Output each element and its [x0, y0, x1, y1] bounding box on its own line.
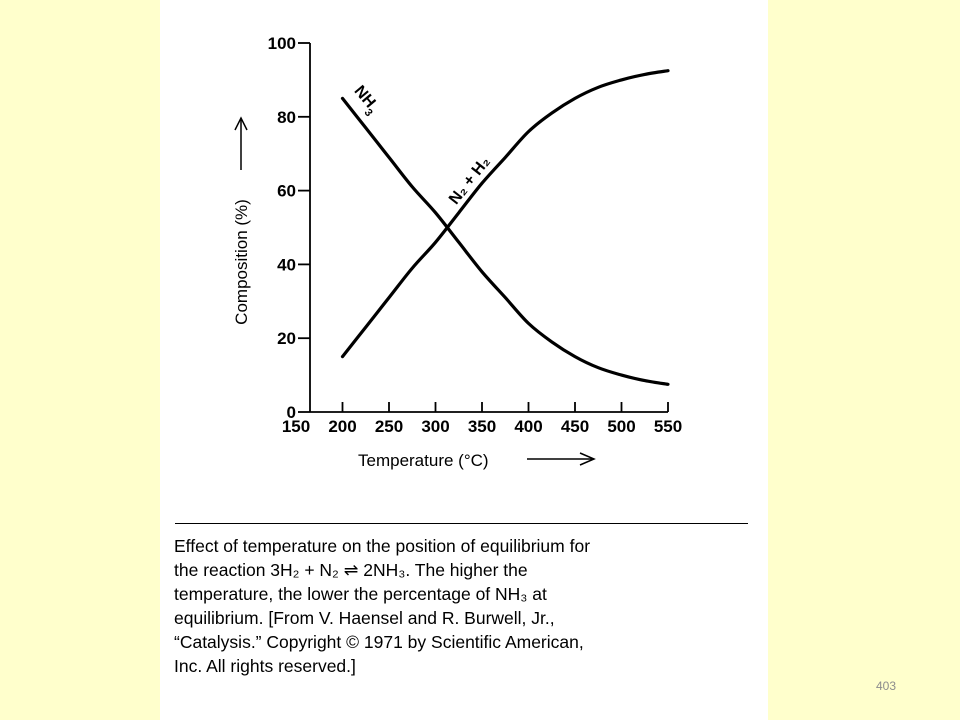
slide-number: 403 — [876, 679, 897, 693]
y-tick-label: 60 — [277, 182, 296, 201]
y-axis-arrow — [234, 116, 248, 170]
y-tick-label: 40 — [277, 255, 296, 274]
curves — [340, 69, 670, 386]
y-axis-label: Composition (%) — [232, 199, 251, 325]
y-tick-label: 100 — [268, 34, 296, 53]
y-tick-label: 0 — [287, 403, 296, 422]
x-tick-label: 300 — [421, 417, 449, 436]
x-tick-label: 150 — [282, 417, 310, 436]
x-tick-label: 250 — [375, 417, 403, 436]
x-tick-label: 400 — [514, 417, 542, 436]
nh3-series-label: NH3 — [347, 83, 383, 120]
x-tick-label: 450 — [561, 417, 589, 436]
caption-line: temperature, the lower the percentage of… — [174, 584, 547, 604]
x-tick-label: 350 — [468, 417, 496, 436]
nh3-curve — [340, 96, 670, 386]
caption-line: the reaction 3H₂ + N₂ ⇌ 2NH₃. The higher… — [174, 560, 528, 580]
x-axis-label: Temperature (°C) — [358, 451, 489, 470]
caption-line: Inc. All rights reserved.] — [174, 656, 356, 676]
axis-titles: Composition (%) Temperature (°C) — [232, 116, 596, 470]
axes: 0 20 40 60 80 100 150 200 250 300 350 400 450 500 550 — [268, 34, 683, 436]
caption-line: “Catalysis.” Copyright © 1971 by Scienti… — [174, 632, 584, 652]
y-tick-label: 20 — [277, 329, 296, 348]
x-axis-arrow — [527, 452, 596, 466]
x-tick-label: 550 — [654, 417, 682, 436]
figure-caption: Effect of temperature on the position of… — [174, 534, 754, 678]
caption-line: Effect of temperature on the position of… — [174, 536, 591, 556]
scanned-page — [160, 0, 768, 720]
caption-divider — [175, 523, 748, 524]
y-tick-label: 80 — [277, 108, 296, 127]
x-tick-label: 500 — [607, 417, 635, 436]
x-tick-label: 200 — [328, 417, 356, 436]
svg-text:NH3: NH3 — [347, 83, 383, 120]
caption-line: equilibrium. [From V. Haensel and R. Bur… — [174, 608, 555, 628]
n2-h2-curve — [340, 69, 670, 359]
